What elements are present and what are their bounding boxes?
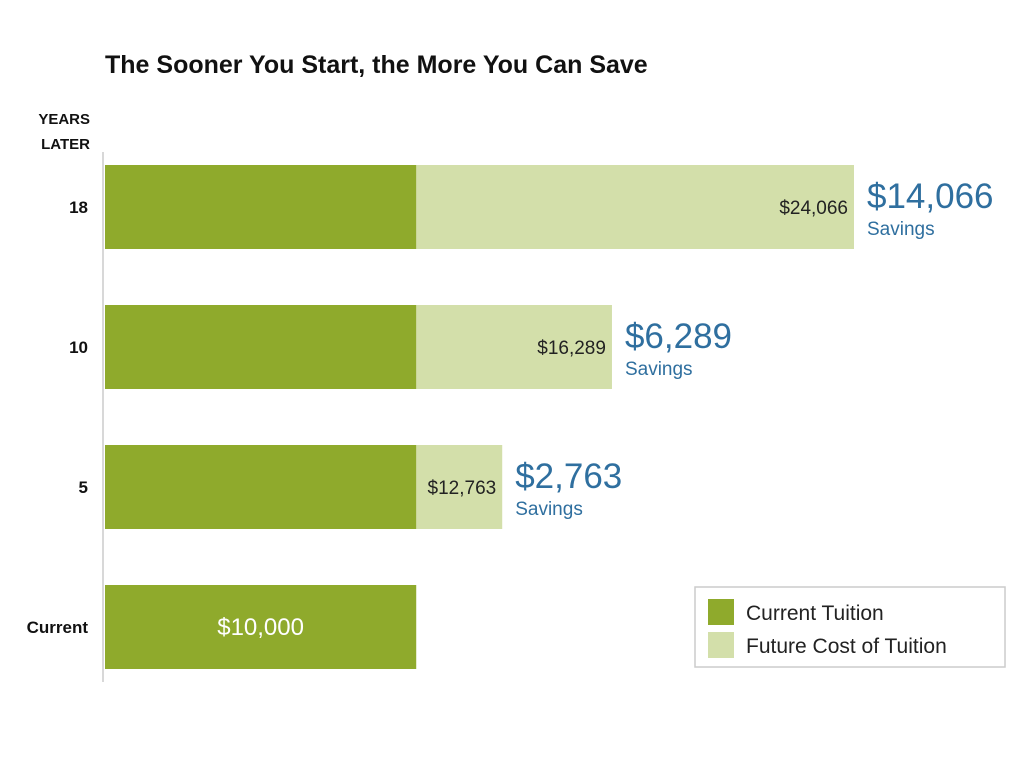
legend: Current Tuition Future Cost of Tuition: [694, 586, 1006, 668]
y-axis-label-line-1: YEARS: [38, 111, 90, 128]
value-label-3: $10,000: [217, 614, 304, 641]
legend-label-current-tuition: Current Tuition: [746, 602, 884, 625]
chart-title: The Sooner You Start, the More You Can S…: [105, 51, 648, 79]
savings-amount-1: $6,289: [625, 317, 732, 356]
legend-box: [694, 586, 1006, 668]
category-label-2: 5: [79, 478, 88, 497]
savings-label-0: Savings: [867, 219, 935, 240]
value-label-1: $16,289: [537, 338, 606, 359]
legend-swatch-current-tuition: [708, 599, 734, 625]
category-label-3: Current: [27, 618, 89, 637]
bar-future-cost-2: [416, 445, 503, 529]
bar-future-cost-0: [416, 165, 854, 249]
legend-label-future-cost: Future Cost of Tuition: [746, 635, 947, 658]
category-label-0: 18: [69, 198, 88, 217]
legend-swatch-future-cost: [708, 632, 734, 658]
savings-label-2: Savings: [515, 499, 583, 520]
savings-label-1: Savings: [625, 359, 693, 380]
bar-current-tuition-2: [105, 445, 417, 529]
y-axis-label-line-2: LATER: [41, 136, 90, 153]
bar-current-tuition-1: [105, 305, 417, 389]
bars-group: 18 $24,066 $14,066 Savings 10 $16,289 $6,289 Sa…: [27, 165, 994, 669]
savings-amount-2: $2,763: [515, 457, 622, 496]
value-label-2: $12,763: [428, 478, 497, 499]
category-label-1: 10: [69, 338, 88, 357]
bar-current-tuition-0: [105, 165, 417, 249]
bar-future-cost-1: [416, 305, 612, 389]
bar-current-tuition-3: [105, 585, 417, 669]
value-label-0: $24,066: [779, 198, 848, 219]
savings-amount-0: $14,066: [867, 177, 994, 216]
